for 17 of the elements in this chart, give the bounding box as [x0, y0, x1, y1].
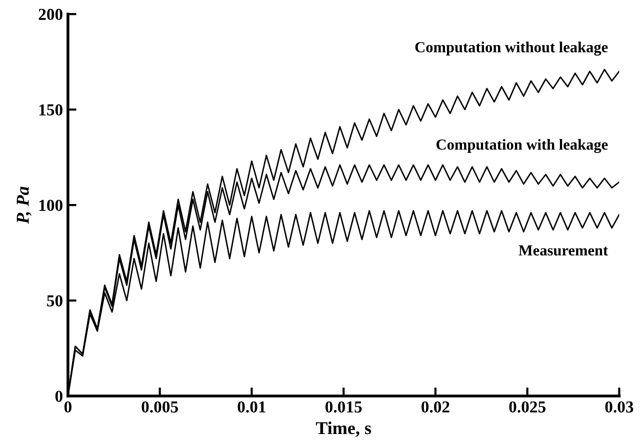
y-tick-label: 200 — [38, 8, 62, 20]
y-tick-label: 150 — [39, 104, 62, 116]
x-tick-label: 0 — [64, 401, 72, 413]
series-label: Computation with leakage — [436, 138, 608, 153]
y-tick-label: 50 — [47, 295, 62, 306]
x-axis-title: Time, s — [316, 422, 372, 437]
y-axis-title: P, Pa — [16, 186, 32, 224]
y-tick-label: 0 — [55, 390, 62, 402]
x-tick-label: 0.02 — [422, 401, 450, 413]
x-tick-label: 0.01 — [238, 401, 266, 413]
x-tick-label: 0.005 — [142, 401, 178, 413]
series-label: Computation without leakage — [415, 42, 608, 56]
series-label: Measurement — [518, 245, 608, 256]
x-tick-label: 0.015 — [325, 401, 362, 413]
y-tick-label: 100 — [39, 200, 62, 211]
x-tick-label: 0.03 — [605, 401, 634, 413]
x-tick-label: 0.025 — [509, 401, 546, 413]
